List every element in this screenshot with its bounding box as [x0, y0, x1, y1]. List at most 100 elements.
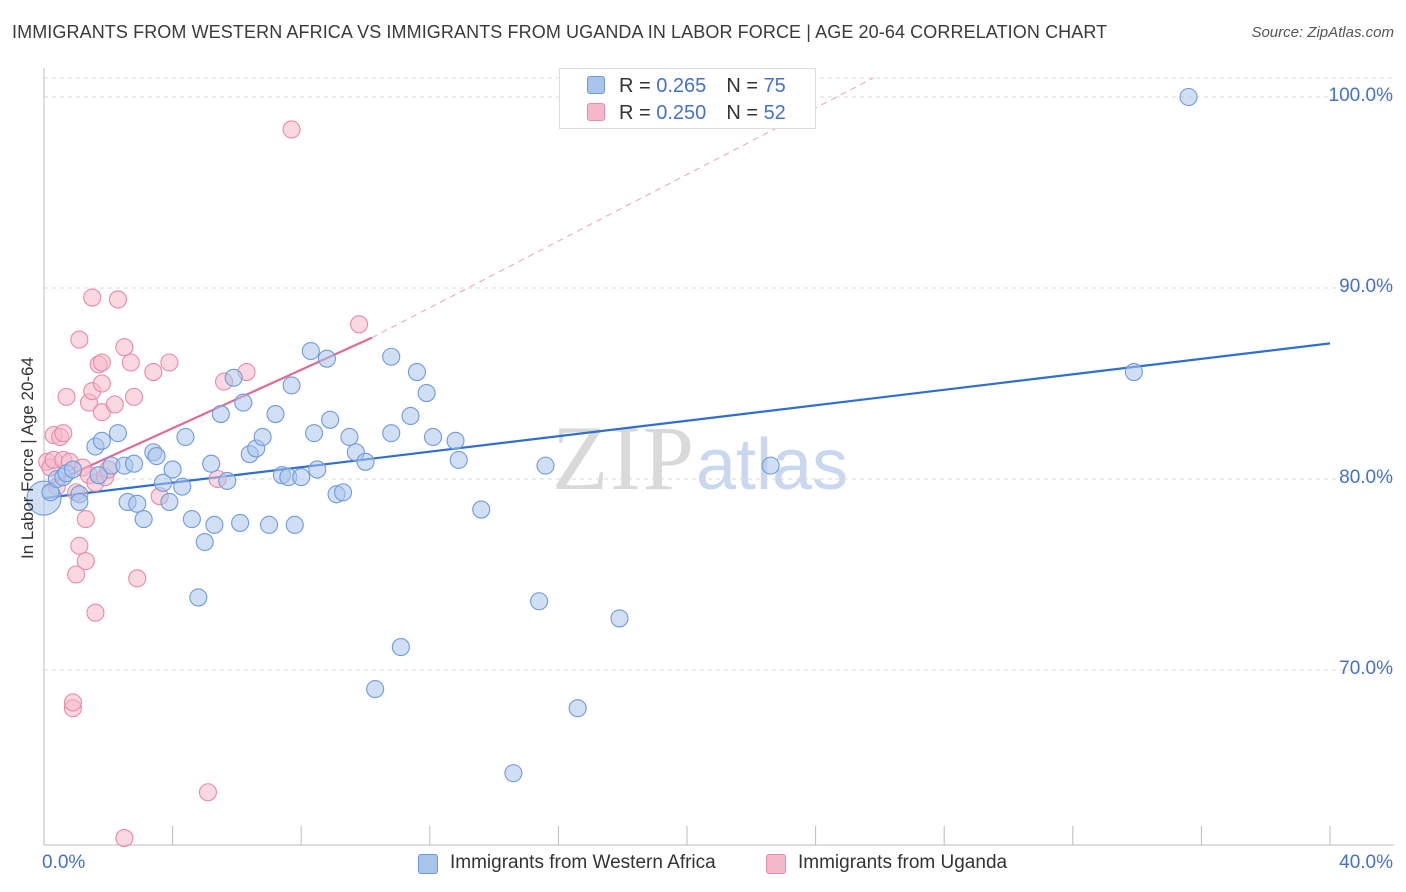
- r-label: R =: [619, 102, 657, 124]
- legend-swatch-blue: [418, 854, 438, 874]
- data-point: [218, 471, 237, 490]
- data-point: [173, 477, 192, 496]
- data-point: [285, 515, 304, 534]
- data-point: [108, 424, 127, 443]
- data-point: [160, 353, 179, 372]
- data-point: [234, 393, 253, 412]
- data-point: [536, 456, 555, 475]
- trend-lines: [43, 77, 1331, 500]
- data-point: [57, 387, 76, 406]
- data-point: [189, 588, 208, 607]
- data-point: [1179, 87, 1198, 107]
- data-point: [266, 405, 285, 424]
- data-point: [124, 387, 144, 406]
- series-legend: Immigrants from Western Africa Immigrant…: [0, 852, 1406, 878]
- data-point: [205, 515, 224, 534]
- watermark-zip: ZIP: [552, 407, 696, 509]
- data-point: [89, 466, 108, 485]
- data-point: [568, 699, 587, 718]
- data-point: [147, 447, 166, 466]
- data-point: [401, 406, 420, 426]
- data-point: [292, 468, 311, 487]
- data-point: [366, 680, 385, 699]
- data-point: [259, 515, 279, 534]
- data-point: [423, 427, 443, 447]
- data-point: [124, 454, 144, 473]
- source-credit: Source: ZipAtlas.com: [1251, 24, 1394, 41]
- data-point: [128, 569, 147, 588]
- data-point: [163, 460, 182, 479]
- data-point: [340, 427, 359, 447]
- y-tick-label: 70.0%: [1339, 658, 1393, 679]
- data-point: [70, 536, 89, 555]
- data-point: [153, 473, 173, 492]
- data-point: [417, 383, 436, 403]
- legend-label: Immigrants from Uganda: [798, 852, 1008, 873]
- data-point: [115, 338, 134, 357]
- legend-stats: R = 0.265 N = 75: [619, 75, 786, 98]
- data-point: [446, 431, 465, 450]
- data-point: [211, 405, 230, 424]
- data-point: [195, 532, 214, 552]
- y-axis-label: In Labor Force | Age 20-64: [18, 357, 37, 559]
- data-point: [301, 341, 320, 361]
- data-point: [54, 424, 73, 443]
- legend-label: Immigrants from Western Africa: [450, 852, 716, 873]
- n-label: N =: [726, 102, 764, 124]
- x-tick-label: 0.0%: [42, 852, 86, 873]
- data-point: [92, 374, 111, 393]
- y-tick-label: 100.0%: [1328, 85, 1393, 106]
- correlation-legend: R = 0.265 N = 75 R = 0.250 N = 52: [559, 68, 816, 129]
- data-point: [176, 427, 195, 447]
- data-point: [63, 693, 82, 712]
- legend-swatch-pink: [587, 103, 605, 121]
- r-label: R =: [619, 75, 657, 97]
- data-point: [92, 431, 111, 450]
- data-point: [282, 120, 301, 139]
- data-point: [202, 454, 221, 473]
- data-point: [472, 500, 491, 519]
- data-point: [105, 395, 124, 414]
- y-tick-label: 90.0%: [1339, 276, 1393, 297]
- n-value: 75: [763, 75, 786, 97]
- y-tick-label: 80.0%: [1339, 467, 1393, 488]
- data-point: [92, 353, 111, 372]
- data-point: [610, 609, 629, 628]
- data-point: [128, 494, 147, 513]
- trend-line-pink: [43, 336, 373, 488]
- data-point: [67, 565, 86, 584]
- data-point: [356, 452, 375, 471]
- data-point: [350, 315, 369, 334]
- data-point: [407, 362, 426, 382]
- legend-swatch-blue: [587, 76, 605, 94]
- data-point: [134, 510, 153, 529]
- data-point: [382, 347, 401, 366]
- trend-line-blue: [43, 342, 1331, 500]
- data-point: [86, 603, 105, 622]
- data-point: [317, 349, 336, 368]
- data-point: [83, 288, 102, 307]
- data-point: [1124, 362, 1143, 382]
- data-point: [76, 552, 95, 571]
- data-point: [63, 460, 82, 479]
- series-uganda-points: [38, 120, 369, 848]
- n-label: N =: [726, 75, 764, 97]
- data-point: [305, 424, 324, 443]
- data-point: [449, 450, 468, 469]
- data-point: [333, 483, 353, 502]
- data-point: [282, 376, 301, 395]
- legend-swatch-pink: [766, 854, 786, 874]
- data-point: [530, 592, 549, 611]
- data-point: [115, 829, 134, 848]
- chart-title: IMMIGRANTS FROM WESTERN AFRICA VS IMMIGR…: [12, 22, 1108, 42]
- data-point: [308, 460, 327, 479]
- data-point: [382, 424, 401, 443]
- x-tick-label: 40.0%: [1339, 852, 1393, 873]
- data-point: [504, 764, 523, 783]
- data-point: [224, 368, 243, 387]
- data-point: [70, 492, 89, 511]
- series-western-africa-points: [26, 87, 1198, 783]
- data-point: [321, 410, 340, 429]
- data-point: [70, 330, 89, 349]
